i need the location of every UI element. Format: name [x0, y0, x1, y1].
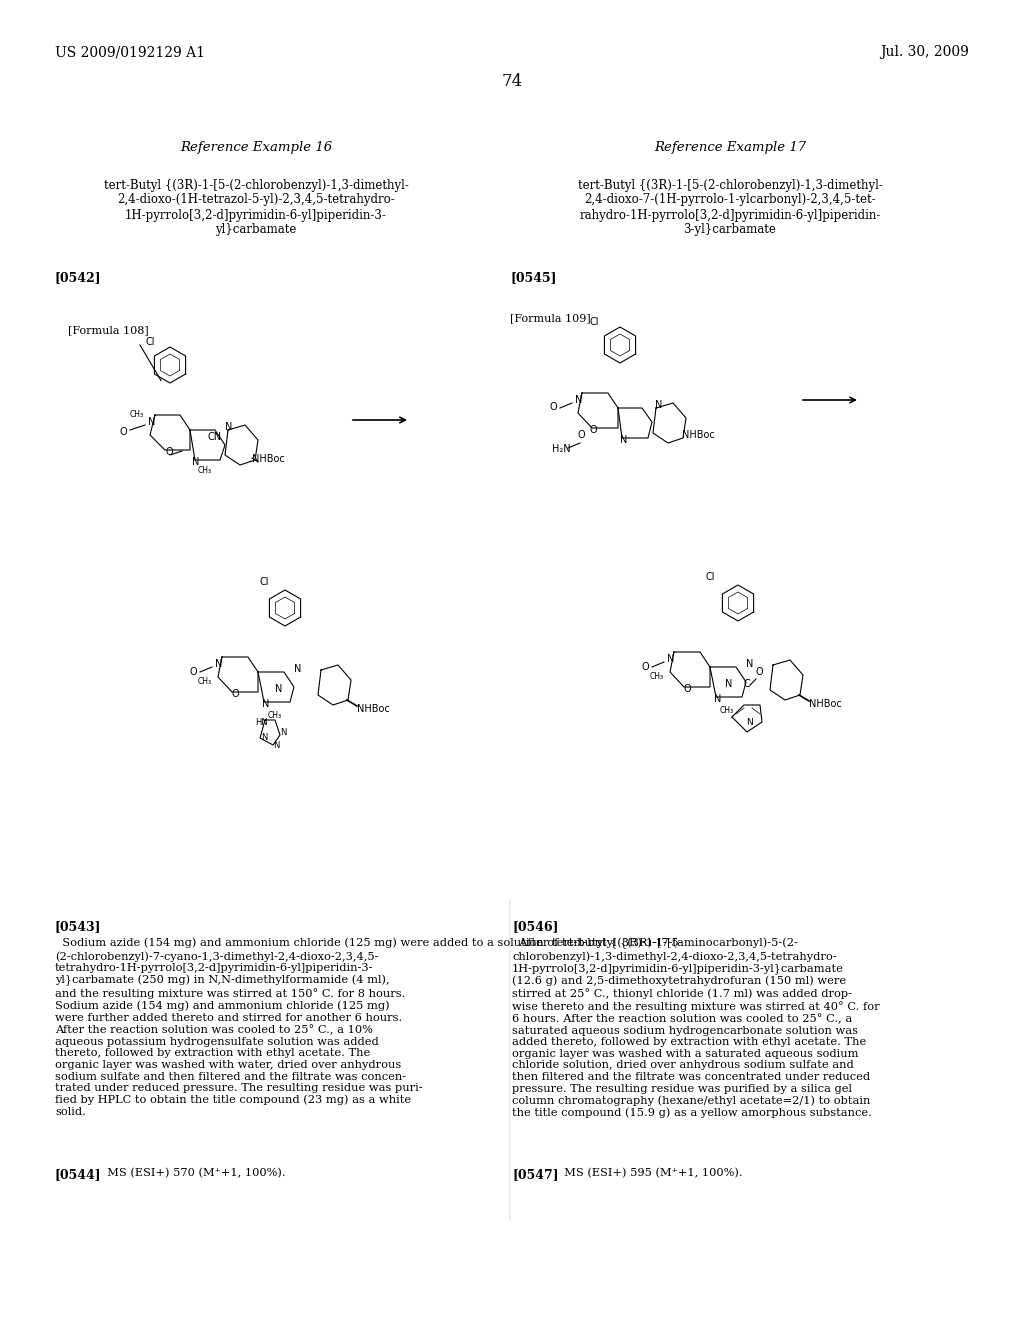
Text: Jul. 30, 2009: Jul. 30, 2009 — [880, 45, 969, 59]
Text: CH₃: CH₃ — [268, 711, 283, 719]
Text: CH₃: CH₃ — [198, 466, 212, 475]
Text: H₂N: H₂N — [552, 444, 570, 454]
Text: [0547]: [0547] — [512, 1168, 559, 1181]
Text: NHBoc: NHBoc — [682, 430, 715, 440]
Text: CH₃: CH₃ — [650, 672, 665, 681]
Text: N: N — [261, 733, 267, 742]
Text: CN: CN — [208, 432, 222, 442]
Text: C: C — [744, 678, 751, 689]
Text: 1H-pyrrolo[3,2-d]pyrimidin-6-yl]piperidin-3-: 1H-pyrrolo[3,2-d]pyrimidin-6-yl]piperidi… — [125, 209, 387, 222]
Text: N: N — [148, 417, 156, 426]
Text: O: O — [590, 425, 598, 436]
Text: NHBoc: NHBoc — [357, 704, 390, 714]
Text: N: N — [280, 729, 287, 737]
Text: Cl: Cl — [260, 577, 269, 587]
Text: CH₃: CH₃ — [720, 706, 734, 715]
Text: N: N — [655, 400, 663, 411]
Text: 3-yl}carbamate: 3-yl}carbamate — [684, 223, 776, 236]
Text: 74: 74 — [502, 74, 522, 91]
Text: [Formula 108]: [Formula 108] — [68, 325, 148, 335]
Text: NHBoc: NHBoc — [252, 454, 285, 465]
Text: NHBoc: NHBoc — [809, 700, 842, 709]
Text: O: O — [550, 403, 558, 412]
Text: N: N — [667, 653, 675, 664]
Text: Cl: Cl — [145, 337, 155, 347]
Text: CH₃: CH₃ — [198, 677, 212, 686]
Text: Sodium azide (154 mg) and ammonium chloride (125 mg) were added to a solution of: Sodium azide (154 mg) and ammonium chlor… — [55, 939, 683, 1117]
Text: N: N — [714, 694, 721, 704]
Text: 2,4-dioxo-7-(1H-pyrrolo-1-ylcarbonyl)-2,3,4,5-tet-: 2,4-dioxo-7-(1H-pyrrolo-1-ylcarbonyl)-2,… — [584, 194, 876, 206]
Text: N: N — [193, 457, 200, 467]
Text: N: N — [725, 678, 732, 689]
Text: O: O — [684, 684, 691, 694]
Text: [0544]: [0544] — [55, 1168, 101, 1181]
Text: O: O — [755, 667, 763, 677]
Text: After tert-butyl {(3R)-1-[7-(aminocarbonyl)-5-(2-
chlorobenzyl)-1,3-dimethyl-2,4: After tert-butyl {(3R)-1-[7-(aminocarbon… — [512, 939, 880, 1118]
Text: yl}carbamate: yl}carbamate — [215, 223, 297, 236]
Text: O: O — [578, 430, 586, 440]
Text: US 2009/0192129 A1: US 2009/0192129 A1 — [55, 45, 205, 59]
Text: [0546]: [0546] — [512, 920, 558, 933]
Text: [0543]: [0543] — [55, 920, 101, 933]
Text: Cl: Cl — [590, 317, 599, 327]
Text: N: N — [273, 741, 280, 750]
Text: tert-Butyl {(3R)-1-[5-(2-chlorobenzyl)-1,3-dimethyl-: tert-Butyl {(3R)-1-[5-(2-chlorobenzyl)-1… — [103, 178, 409, 191]
Text: N: N — [746, 718, 753, 727]
Text: N: N — [225, 422, 232, 432]
Text: N: N — [294, 664, 301, 675]
Text: N: N — [275, 684, 283, 694]
Text: N: N — [215, 659, 222, 669]
Text: O: O — [232, 689, 240, 700]
Text: MS (ESI+) 570 (M⁺+1, 100%).: MS (ESI+) 570 (M⁺+1, 100%). — [100, 1168, 286, 1179]
Text: 2,4-dioxo-(1H-tetrazol-5-yl)-2,3,4,5-tetrahydro-: 2,4-dioxo-(1H-tetrazol-5-yl)-2,3,4,5-tet… — [117, 194, 395, 206]
Text: N: N — [262, 700, 269, 709]
Text: MS (ESI+) 595 (M⁺+1, 100%).: MS (ESI+) 595 (M⁺+1, 100%). — [557, 1168, 742, 1179]
Text: tert-Butyl {(3R)-1-[5-(2-chlorobenzyl)-1,3-dimethyl-: tert-Butyl {(3R)-1-[5-(2-chlorobenzyl)-1… — [578, 178, 883, 191]
Text: N: N — [746, 659, 754, 669]
Text: Reference Example 17: Reference Example 17 — [654, 141, 806, 154]
Text: O: O — [120, 426, 128, 437]
Text: Cl: Cl — [705, 572, 715, 582]
Text: [0545]: [0545] — [510, 272, 556, 285]
Text: CH₃: CH₃ — [130, 411, 144, 418]
Text: rahydro-1H-pyrrolo[3,2-d]pyrimidin-6-yl]piperidin-: rahydro-1H-pyrrolo[3,2-d]pyrimidin-6-yl]… — [580, 209, 881, 222]
Text: Reference Example 16: Reference Example 16 — [180, 141, 332, 154]
Text: O: O — [165, 447, 173, 457]
Text: N: N — [620, 436, 628, 445]
Text: O: O — [642, 663, 649, 672]
Text: [0542]: [0542] — [55, 272, 101, 285]
Text: O: O — [190, 667, 198, 677]
Text: [Formula 109]: [Formula 109] — [510, 313, 591, 323]
Text: N: N — [575, 395, 583, 405]
Text: HN: HN — [255, 718, 267, 727]
